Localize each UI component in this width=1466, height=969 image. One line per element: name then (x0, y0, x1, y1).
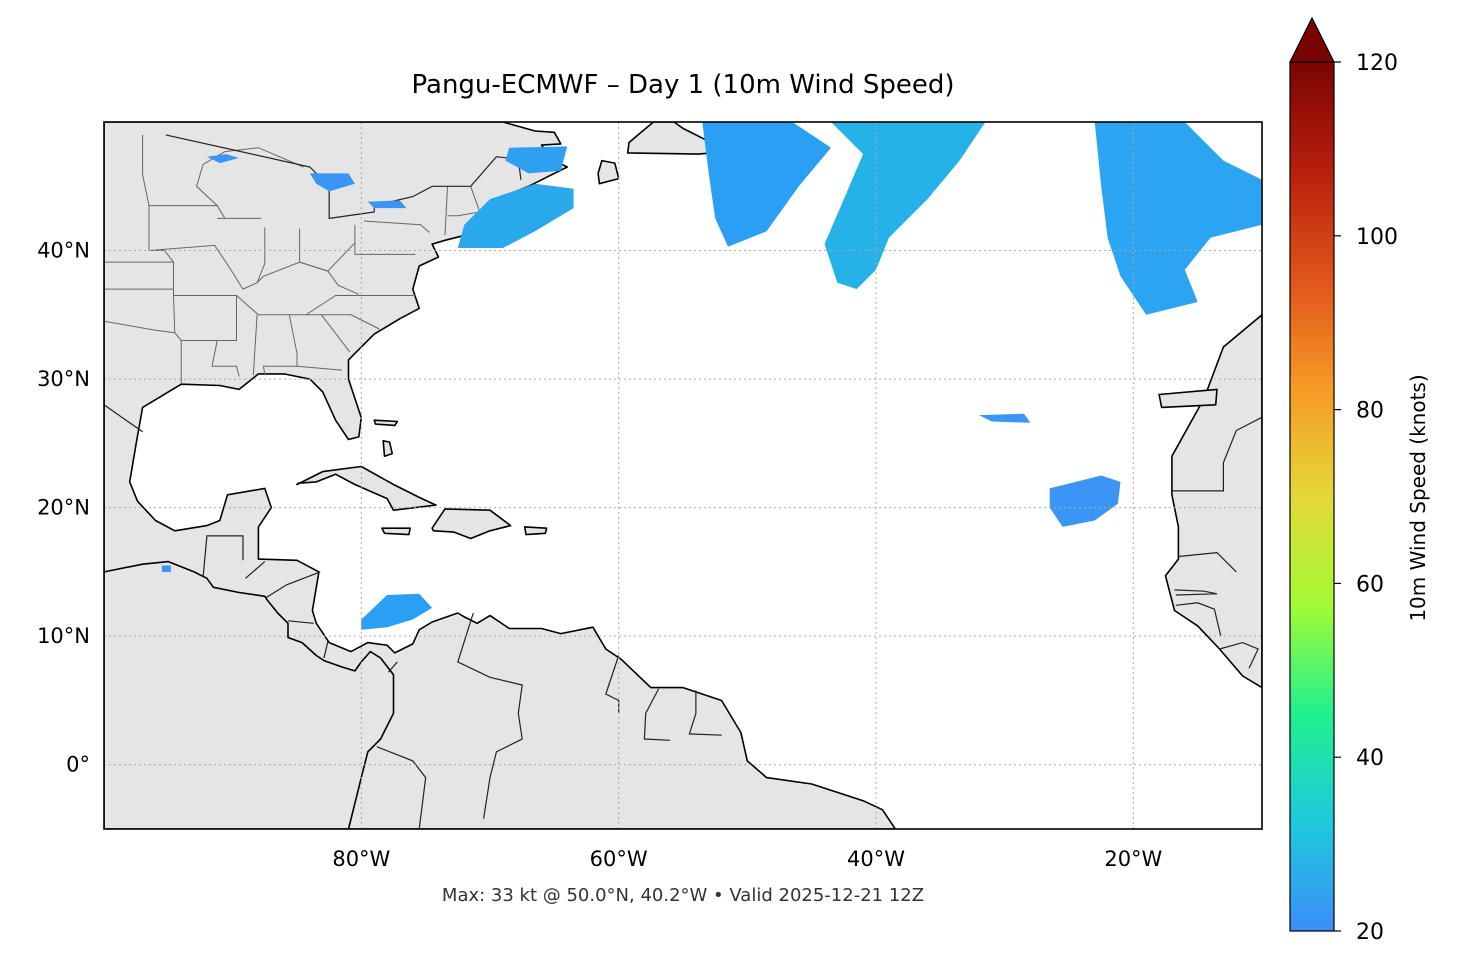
state-line (296, 365, 343, 371)
lat-tick-label: 30°N (37, 367, 90, 391)
lat-tick-label: 40°N (37, 239, 90, 263)
colorbar-tick-label: 100 (1356, 225, 1398, 250)
country-border (245, 561, 266, 579)
country-border (287, 620, 314, 624)
colorbar-tick-label: 80 (1356, 399, 1384, 424)
country-border (1219, 641, 1259, 669)
lat-tick-label: 10°N (37, 624, 90, 648)
lon-tick-label: 40°W (847, 847, 905, 871)
country-border (605, 655, 620, 714)
state-line (299, 261, 360, 295)
wind-region-canary-cape-verde-patch (1049, 475, 1121, 527)
country-border (688, 690, 722, 736)
gridlines-layer (104, 122, 1262, 829)
country-border (323, 641, 329, 659)
land-bahamas-grand (373, 419, 399, 427)
colorbar-extend-arrow (1289, 16, 1335, 63)
state-line (256, 227, 266, 283)
country-border (643, 688, 671, 741)
state-line (354, 224, 416, 255)
land-north-america (104, 122, 897, 829)
map-frame (103, 121, 1263, 830)
state-line (363, 220, 430, 233)
wind-region-caribbean-colombia-jet (361, 593, 433, 630)
land-puerto-rico (523, 526, 548, 536)
land-newfoundland (626, 122, 714, 155)
colorbar: 20 40 60 80 100 120 (1289, 16, 1398, 945)
colorbar-tick-label: 40 (1356, 746, 1384, 771)
figure-title: Pangu-ECMWF – Day 1 (10m Wind Speed) (411, 70, 955, 100)
wind-region-mid-atlantic-plume-west (702, 122, 831, 247)
lon-tick-label: 20°W (1104, 847, 1162, 871)
state-line (444, 186, 448, 236)
colorbar-ticks: 20 40 60 80 100 120 (1334, 51, 1398, 945)
land-jamaica (381, 527, 412, 536)
land-bahamas-andros (382, 439, 394, 458)
country-border (1175, 602, 1222, 637)
land-cuba (296, 465, 437, 512)
state-line (104, 320, 175, 334)
figure-footer: Max: 33 kt @ 50.0°N, 40.2°W • Valid 2025… (441, 885, 925, 906)
wind-region-gulf-of-maine (457, 183, 574, 248)
country-border (1178, 551, 1237, 573)
state-lines-layer (104, 134, 481, 383)
land-hispaniola (431, 508, 512, 540)
colorbar-tick-label: 20 (1356, 920, 1384, 945)
state-line (447, 186, 481, 217)
wind-region-central-atlantic-patch (978, 413, 1031, 423)
longitude-ticks: 80°W 60°W 40°W 20°W (332, 847, 1162, 871)
colorbar-label: 10m Wind Speed (knots) (1406, 374, 1430, 622)
country-border (202, 535, 244, 578)
wind-region-mid-atlantic-plume-east (824, 122, 986, 290)
wind-speed-layer (161, 122, 1262, 630)
lon-tick-label: 80°W (332, 847, 390, 871)
colorbar-gradient (1289, 61, 1335, 932)
state-line (173, 295, 416, 316)
wind-region-great-lakes-superior (206, 154, 240, 164)
country-border (104, 404, 143, 433)
state-line (306, 314, 380, 330)
latitude-ticks: 40°N 30°N 20°N 10°N 0° (37, 239, 90, 777)
land-nova-scotia-island (597, 159, 620, 185)
state-line (252, 314, 258, 376)
map-content (104, 122, 1262, 829)
country-border (387, 661, 398, 673)
country-border (265, 571, 321, 599)
lon-tick-label: 60°W (590, 847, 648, 871)
country-border (376, 746, 427, 829)
wind-region-pacific-tehuantepec (161, 565, 171, 572)
wind-region-great-lakes-huron (309, 173, 355, 192)
wind-region-eastern-atlantic-plume (1094, 122, 1262, 315)
state-line (321, 314, 351, 353)
wind-region-great-lakes-ontario (367, 200, 407, 209)
country-border (1171, 416, 1262, 492)
state-line (196, 151, 226, 219)
colorbar-tick-label: 120 (1356, 51, 1398, 76)
state-line (211, 340, 240, 377)
country-border (1174, 589, 1218, 596)
lat-tick-label: 0° (66, 753, 90, 777)
wind-region-gulf-of-st-lawrence (505, 146, 568, 174)
lat-tick-label: 20°N (37, 496, 90, 520)
country-border (457, 612, 523, 819)
land-canary-islands (1158, 388, 1218, 409)
colorbar-tick-label: 60 (1356, 572, 1384, 597)
